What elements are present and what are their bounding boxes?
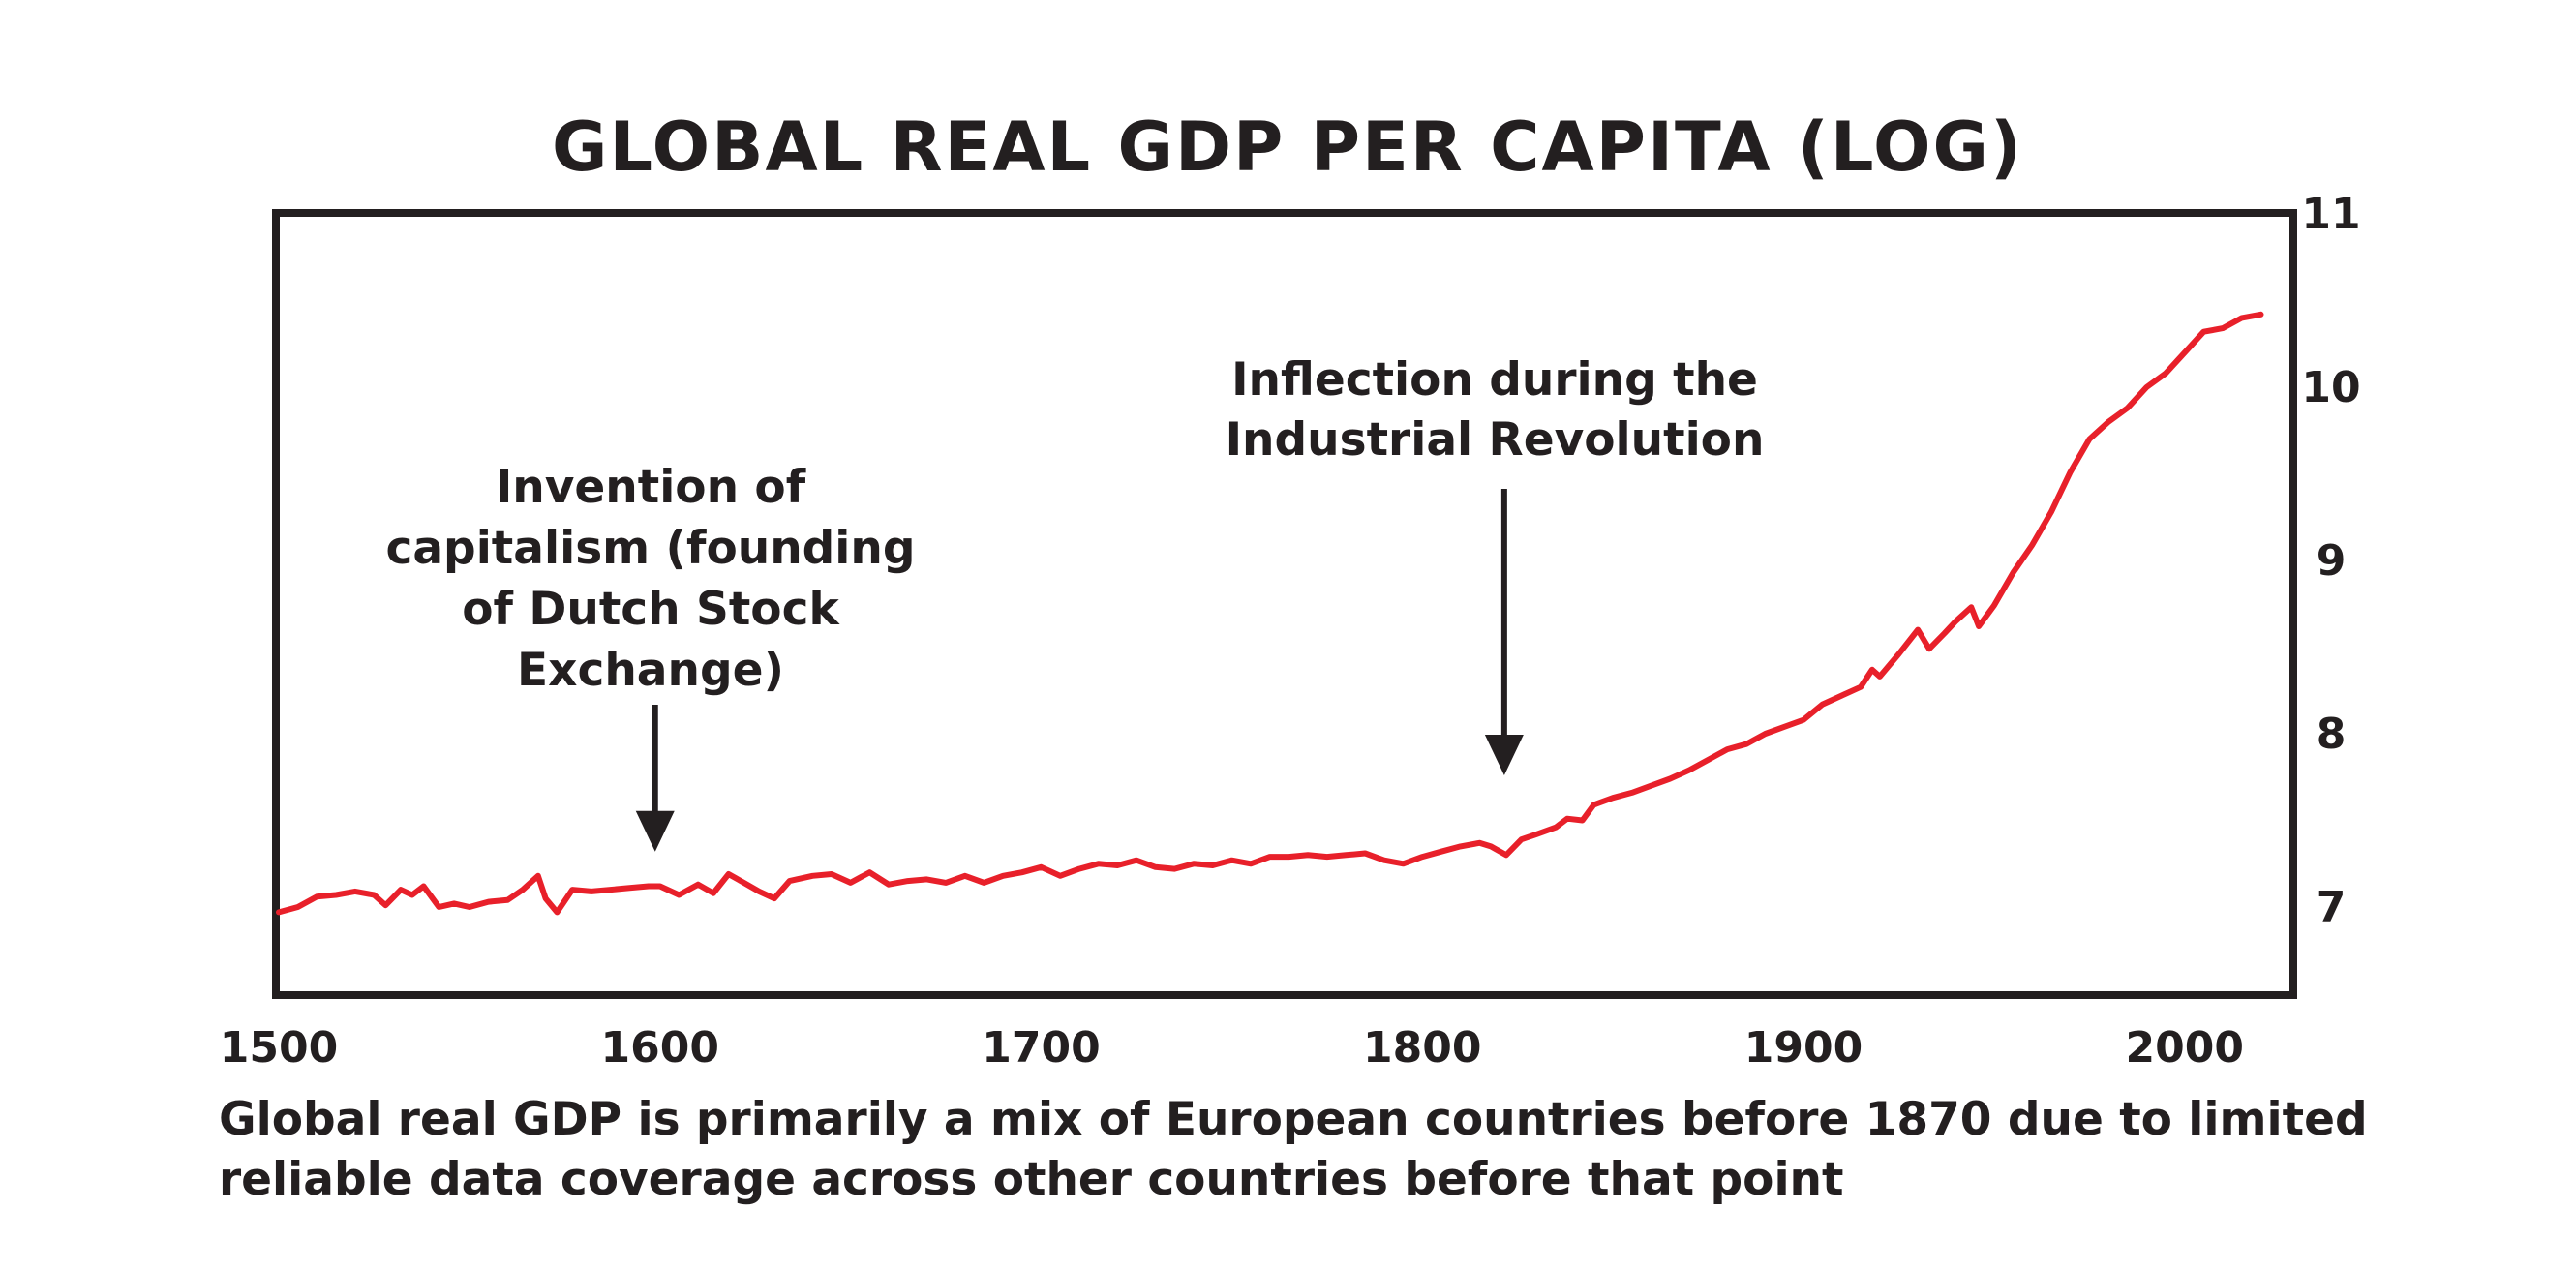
footnote-line-0: Global real GDP is primarily a mix of Eu… bbox=[219, 1093, 2368, 1146]
x-axis-ticks: 1500 1600 1700 1800 1900 2000 bbox=[220, 1023, 2244, 1073]
chart-title: GLOBAL REAL GDP PER CAPITA (LOG) bbox=[552, 107, 2023, 187]
x-tick-label-1700: 1700 bbox=[982, 1023, 1100, 1073]
x-tick-label-1800: 1800 bbox=[1363, 1023, 1481, 1073]
annotations: Invention of capitalism (founding of Dutch… bbox=[385, 353, 1764, 852]
x-tick-label-1500: 1500 bbox=[220, 1023, 338, 1073]
y-tick-label-7: 7 bbox=[2317, 883, 2347, 932]
y-tick-label-9: 9 bbox=[2317, 536, 2347, 586]
annotation-0-line-2: of Dutch Stock bbox=[462, 583, 840, 636]
annotation-0-line-3: Exchange) bbox=[517, 644, 784, 697]
y-tick-label-10: 10 bbox=[2301, 363, 2360, 412]
annotation-1-line-1: Industrial Revolution bbox=[1226, 413, 1765, 467]
series-layer bbox=[276, 311, 2264, 916]
y-tick-label-11: 11 bbox=[2301, 190, 2360, 239]
plot-frame bbox=[272, 209, 2297, 999]
footnote-line-1: reliable data coverage across other coun… bbox=[219, 1153, 1843, 1206]
y-axis-ticks: 7 8 9 10 11 bbox=[2301, 190, 2360, 932]
x-tick-label-1600: 1600 bbox=[601, 1023, 719, 1073]
footnote: Global real GDP is primarily a mix of Eu… bbox=[219, 1093, 2368, 1206]
annotation-0-arrow-head bbox=[635, 810, 675, 852]
annotation-0-line-1: capitalism (founding bbox=[385, 522, 915, 575]
x-tick-label-2000: 2000 bbox=[2126, 1023, 2244, 1073]
series-line-gdp-0 bbox=[276, 311, 2264, 916]
y-tick-label-8: 8 bbox=[2317, 710, 2347, 759]
annotation-0-line-0: Invention of bbox=[496, 461, 806, 514]
annotation-1-line-0: Inflection during the bbox=[1231, 353, 1758, 407]
annotation-1-arrow-head bbox=[1484, 734, 1524, 775]
x-tick-label-1900: 1900 bbox=[1744, 1023, 1863, 1073]
